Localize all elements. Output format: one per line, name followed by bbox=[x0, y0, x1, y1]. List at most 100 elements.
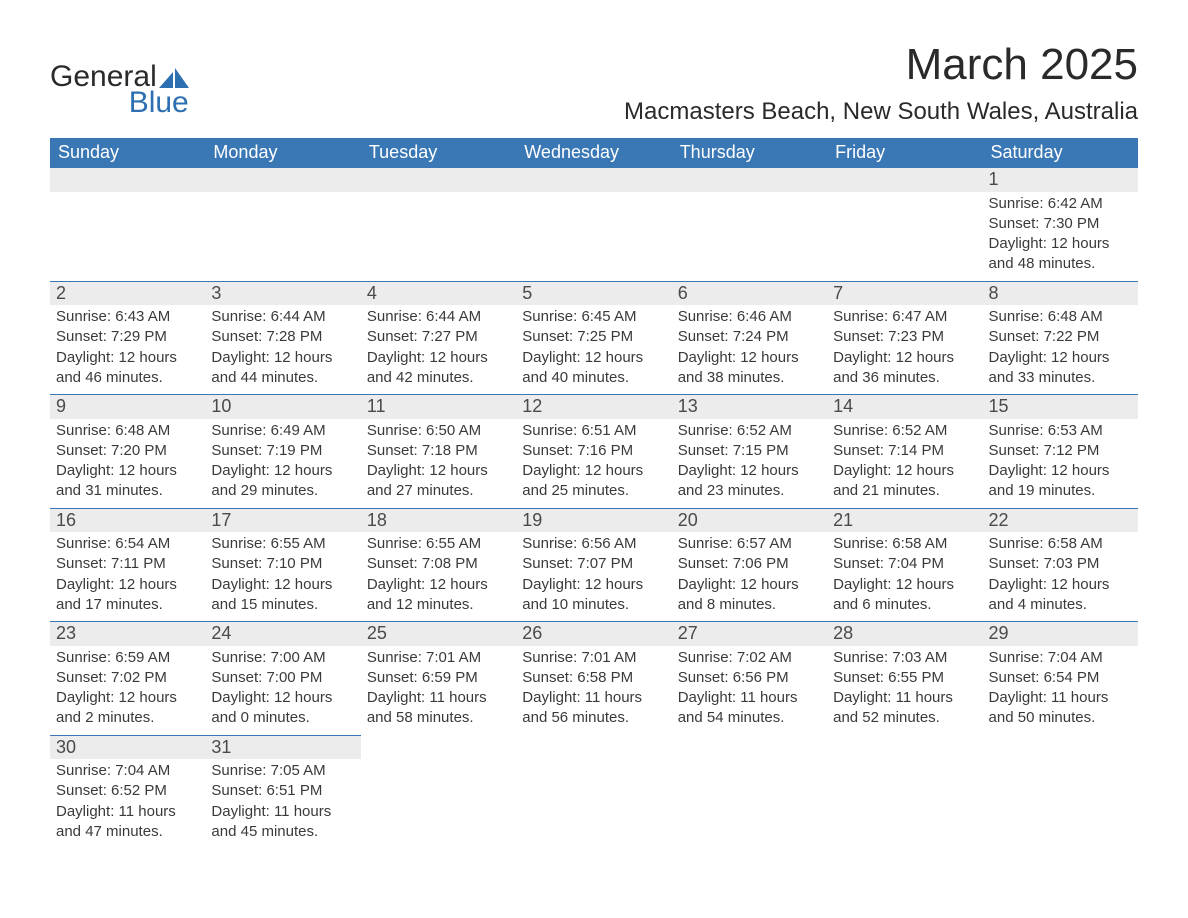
day-d2: and 46 minutes. bbox=[56, 368, 199, 388]
location: Macmasters Beach, New South Wales, Austr… bbox=[624, 98, 1138, 126]
day-number: 24 bbox=[205, 622, 360, 646]
day-ss: Sunset: 7:14 PM bbox=[833, 441, 976, 461]
day-d2: and 42 minutes. bbox=[367, 368, 510, 388]
day-ss: Sunset: 7:06 PM bbox=[678, 554, 821, 574]
weekday-header: Thursday bbox=[672, 138, 827, 168]
day-d1: Daylight: 11 hours bbox=[833, 688, 976, 708]
daynum-row: 2345678 bbox=[50, 281, 1138, 305]
day-details bbox=[205, 192, 360, 282]
day-sr: Sunrise: 6:43 AM bbox=[56, 307, 199, 327]
detail-row: Sunrise: 7:04 AMSunset: 6:52 PMDaylight:… bbox=[50, 759, 1138, 848]
day-ss: Sunset: 7:27 PM bbox=[367, 327, 510, 347]
day-d2: and 17 minutes. bbox=[56, 595, 199, 615]
day-ss: Sunset: 7:18 PM bbox=[367, 441, 510, 461]
day-d2: and 47 minutes. bbox=[56, 822, 199, 842]
day-details: Sunrise: 6:58 AMSunset: 7:03 PMDaylight:… bbox=[983, 532, 1138, 622]
day-d1: Daylight: 12 hours bbox=[367, 461, 510, 481]
day-number: 3 bbox=[205, 281, 360, 305]
logo-sail-icon bbox=[159, 68, 189, 88]
day-details: Sunrise: 6:44 AMSunset: 7:27 PMDaylight:… bbox=[361, 305, 516, 395]
day-details: Sunrise: 6:52 AMSunset: 7:15 PMDaylight:… bbox=[672, 419, 827, 509]
day-sr: Sunrise: 6:45 AM bbox=[522, 307, 665, 327]
day-d1: Daylight: 12 hours bbox=[56, 575, 199, 595]
day-d2: and 40 minutes. bbox=[522, 368, 665, 388]
day-number: 10 bbox=[205, 395, 360, 419]
day-d1: Daylight: 12 hours bbox=[833, 461, 976, 481]
day-details: Sunrise: 6:48 AMSunset: 7:22 PMDaylight:… bbox=[983, 305, 1138, 395]
day-d2: and 27 minutes. bbox=[367, 481, 510, 501]
day-number bbox=[983, 735, 1138, 759]
day-d1: Daylight: 12 hours bbox=[678, 461, 821, 481]
day-number: 5 bbox=[516, 281, 671, 305]
day-ss: Sunset: 7:00 PM bbox=[211, 668, 354, 688]
day-number: 29 bbox=[983, 622, 1138, 646]
day-details: Sunrise: 6:43 AMSunset: 7:29 PMDaylight:… bbox=[50, 305, 205, 395]
day-ss: Sunset: 7:23 PM bbox=[833, 327, 976, 347]
day-sr: Sunrise: 6:57 AM bbox=[678, 534, 821, 554]
day-number bbox=[50, 168, 205, 192]
logo-text-blue: Blue bbox=[129, 86, 189, 120]
day-sr: Sunrise: 7:04 AM bbox=[989, 648, 1132, 668]
day-ss: Sunset: 7:29 PM bbox=[56, 327, 199, 347]
day-details bbox=[516, 192, 671, 282]
day-ss: Sunset: 6:58 PM bbox=[522, 668, 665, 688]
day-details: Sunrise: 6:52 AMSunset: 7:14 PMDaylight:… bbox=[827, 419, 982, 509]
day-number bbox=[672, 735, 827, 759]
day-ss: Sunset: 7:12 PM bbox=[989, 441, 1132, 461]
day-number: 4 bbox=[361, 281, 516, 305]
day-d1: Daylight: 11 hours bbox=[56, 802, 199, 822]
day-number: 27 bbox=[672, 622, 827, 646]
day-d1: Daylight: 12 hours bbox=[522, 461, 665, 481]
day-details: Sunrise: 6:44 AMSunset: 7:28 PMDaylight:… bbox=[205, 305, 360, 395]
day-ss: Sunset: 7:30 PM bbox=[989, 214, 1132, 234]
detail-row: Sunrise: 6:54 AMSunset: 7:11 PMDaylight:… bbox=[50, 532, 1138, 622]
day-sr: Sunrise: 6:52 AM bbox=[833, 421, 976, 441]
day-details: Sunrise: 6:48 AMSunset: 7:20 PMDaylight:… bbox=[50, 419, 205, 509]
day-details: Sunrise: 7:05 AMSunset: 6:51 PMDaylight:… bbox=[205, 759, 360, 848]
daynum-row: 23242526272829 bbox=[50, 622, 1138, 646]
day-d1: Daylight: 12 hours bbox=[989, 234, 1132, 254]
day-sr: Sunrise: 7:05 AM bbox=[211, 761, 354, 781]
day-details: Sunrise: 6:53 AMSunset: 7:12 PMDaylight:… bbox=[983, 419, 1138, 509]
day-sr: Sunrise: 6:56 AM bbox=[522, 534, 665, 554]
day-sr: Sunrise: 6:55 AM bbox=[211, 534, 354, 554]
day-number: 6 bbox=[672, 281, 827, 305]
day-details: Sunrise: 7:02 AMSunset: 6:56 PMDaylight:… bbox=[672, 646, 827, 736]
day-number: 9 bbox=[50, 395, 205, 419]
day-ss: Sunset: 7:03 PM bbox=[989, 554, 1132, 574]
day-d2: and 12 minutes. bbox=[367, 595, 510, 615]
day-details: Sunrise: 7:01 AMSunset: 6:59 PMDaylight:… bbox=[361, 646, 516, 736]
day-d1: Daylight: 11 hours bbox=[989, 688, 1132, 708]
day-details: Sunrise: 6:51 AMSunset: 7:16 PMDaylight:… bbox=[516, 419, 671, 509]
day-d1: Daylight: 12 hours bbox=[56, 348, 199, 368]
day-sr: Sunrise: 6:53 AM bbox=[989, 421, 1132, 441]
day-details bbox=[672, 759, 827, 848]
day-details: Sunrise: 6:55 AMSunset: 7:08 PMDaylight:… bbox=[361, 532, 516, 622]
day-details: Sunrise: 6:45 AMSunset: 7:25 PMDaylight:… bbox=[516, 305, 671, 395]
day-d1: Daylight: 12 hours bbox=[678, 348, 821, 368]
weekday-header: Saturday bbox=[983, 138, 1138, 168]
day-d1: Daylight: 12 hours bbox=[833, 348, 976, 368]
day-ss: Sunset: 7:07 PM bbox=[522, 554, 665, 574]
day-number bbox=[827, 735, 982, 759]
day-ss: Sunset: 7:11 PM bbox=[56, 554, 199, 574]
day-number bbox=[516, 735, 671, 759]
day-sr: Sunrise: 6:48 AM bbox=[989, 307, 1132, 327]
day-sr: Sunrise: 6:52 AM bbox=[678, 421, 821, 441]
day-d2: and 44 minutes. bbox=[211, 368, 354, 388]
day-number bbox=[205, 168, 360, 192]
day-details: Sunrise: 7:01 AMSunset: 6:58 PMDaylight:… bbox=[516, 646, 671, 736]
day-number: 11 bbox=[361, 395, 516, 419]
day-number: 28 bbox=[827, 622, 982, 646]
month-title: March 2025 bbox=[624, 40, 1138, 90]
day-details bbox=[827, 759, 982, 848]
day-ss: Sunset: 7:08 PM bbox=[367, 554, 510, 574]
day-number: 23 bbox=[50, 622, 205, 646]
day-d1: Daylight: 12 hours bbox=[522, 348, 665, 368]
day-sr: Sunrise: 7:02 AM bbox=[678, 648, 821, 668]
day-number: 13 bbox=[672, 395, 827, 419]
day-number: 8 bbox=[983, 281, 1138, 305]
day-details bbox=[361, 759, 516, 848]
day-d1: Daylight: 12 hours bbox=[678, 575, 821, 595]
day-number bbox=[361, 735, 516, 759]
